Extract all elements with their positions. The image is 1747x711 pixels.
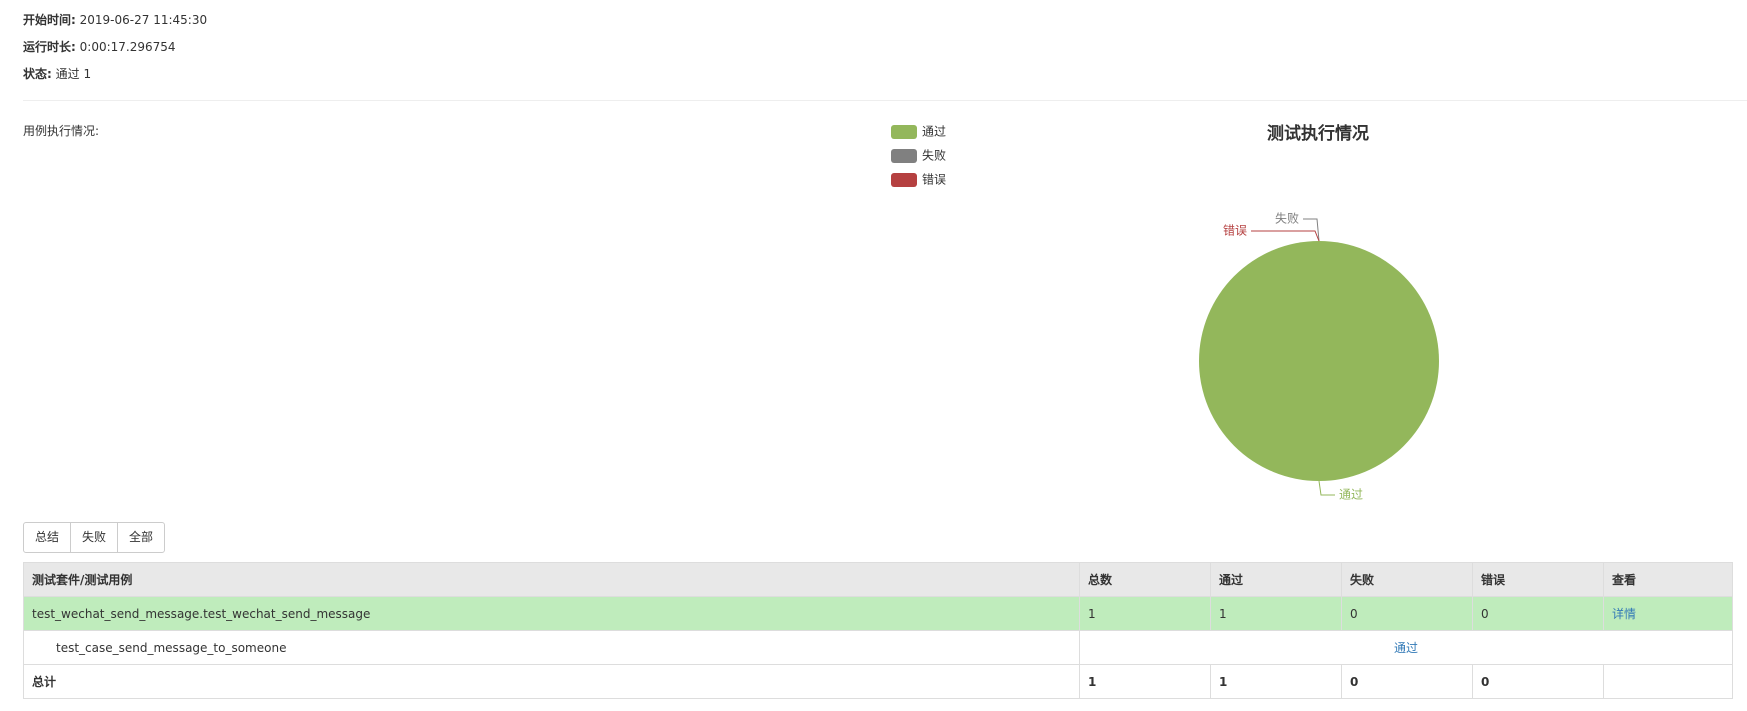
button[interactable]: 总结: [23, 522, 72, 553]
divider: [23, 100, 1747, 101]
button[interactable]: 全部: [117, 522, 166, 553]
button[interactable]: 失败: [70, 522, 119, 553]
total-row: 总计 1 1 0 0: [23, 664, 1733, 699]
cell: test_wechat_send_message.test_wechat_sen…: [23, 596, 1080, 631]
th: 总数: [1079, 562, 1211, 597]
leader-line: [1251, 230, 1320, 242]
legend-label: 失败: [922, 148, 946, 163]
legend-label: 错误: [922, 173, 946, 187]
case-row: test_case_send_message_to_someone 通过: [23, 630, 1733, 665]
header-row: 测试套件/测试用例 总数 通过 失败 错误 查看: [23, 562, 1733, 597]
legend-label: 通过: [922, 125, 946, 139]
info-row: 状态: 通过 1: [23, 65, 91, 82]
result-table: 测试套件/测试用例 总数 通过 失败 错误 查看 test_wechat_sen…: [23, 562, 1733, 699]
info-label: 状态:: [23, 67, 52, 81]
pie-slice: [1199, 241, 1439, 481]
cell: 1: [1079, 596, 1211, 631]
th: 错误: [1472, 562, 1604, 597]
section-label: 用例执行情况:: [23, 124, 100, 138]
info-label: 运行时长:: [23, 40, 76, 54]
cell: 总计: [23, 664, 1080, 699]
legend-swatch: [891, 125, 917, 139]
chart-title: 测试执行情况: [1267, 123, 1369, 144]
info-value: 通过 1: [55, 67, 92, 81]
slice-label: 通过: [1339, 488, 1363, 502]
th: 查看: [1603, 562, 1733, 597]
legend-swatch: [891, 149, 917, 163]
button-group: 总结 失败 全部: [23, 522, 166, 553]
info-row: 开始时间: 2019-06-27 11:45:30: [23, 11, 207, 28]
cell: [1603, 664, 1733, 699]
cell: 通过: [1079, 630, 1733, 665]
info-label: 开始时间:: [23, 13, 76, 27]
cell: 1: [1210, 664, 1342, 699]
slice-label: 失败: [1275, 211, 1299, 226]
th: 失败: [1341, 562, 1473, 597]
cell: 0: [1341, 596, 1473, 631]
cell: 0: [1472, 596, 1604, 631]
slice-label: 错误: [1223, 224, 1247, 238]
info-value: 2019-06-27 11:45:30: [79, 13, 208, 27]
cell: 0: [1472, 664, 1604, 699]
leader-line: [1318, 480, 1335, 496]
cell: 0: [1341, 664, 1473, 699]
suite-row: test_wechat_send_message.test_wechat_sen…: [23, 596, 1733, 631]
cell: 1: [1079, 664, 1211, 699]
cell: test_case_send_message_to_someone: [23, 630, 1080, 665]
cell: 详情: [1603, 596, 1733, 631]
info-value: 0:00:17.296754: [79, 40, 176, 54]
info-row: 运行时长: 0:00:17.296754: [23, 38, 176, 55]
th: 通过: [1210, 562, 1342, 597]
leader-line: [1303, 218, 1320, 242]
status-link[interactable]: 通过: [1393, 641, 1418, 655]
detail-link[interactable]: 详情: [1612, 607, 1637, 621]
legend-swatch: [891, 173, 917, 187]
cell: 1: [1210, 596, 1342, 631]
th: 测试套件/测试用例: [23, 562, 1080, 597]
